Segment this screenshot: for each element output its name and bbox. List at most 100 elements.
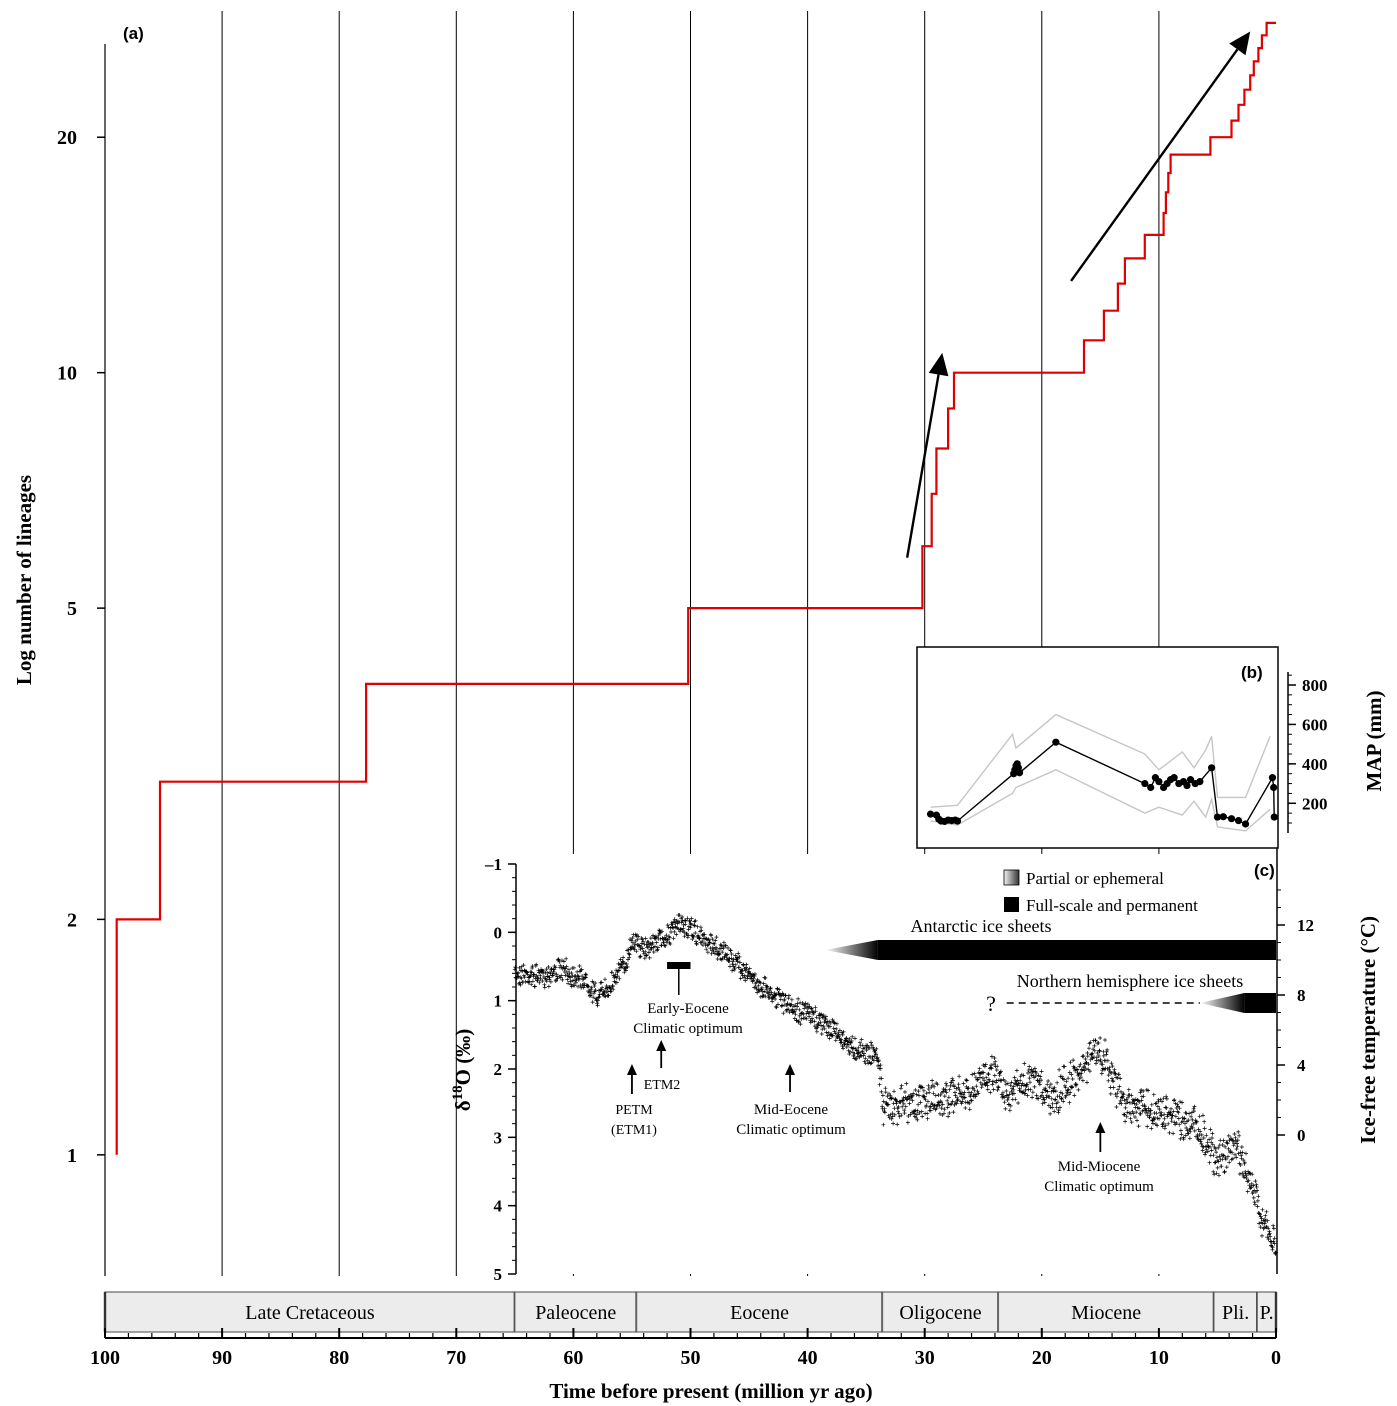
map-tick-label: 800 [1302, 676, 1328, 695]
x-tick-label: 70 [446, 1347, 466, 1369]
legend-partial-swatch [1003, 869, 1020, 886]
epoch-label: Miocene [1071, 1302, 1141, 1324]
x-tick-label: 0 [1271, 1347, 1281, 1369]
epoch-bar: Late Cretaceous Paleocene Eocene Oligocene M… [103, 1291, 1278, 1333]
time-axis-title: Time before present (million yr ago) [549, 1379, 872, 1403]
etm2-label: ETM2 [644, 1078, 681, 1093]
map-tick-label: 600 [1302, 715, 1328, 734]
temperature-tick-label: 12 [1297, 916, 1314, 935]
mid-eocene-arrow-head [785, 1064, 796, 1075]
lineages-axis: 1 2 5 10 20 [57, 44, 106, 1276]
early-eocene-optimum-label: Climatic optimum [633, 1021, 743, 1037]
map-point [1196, 778, 1204, 786]
nh-ice-label: Northern hemisphere ice sheets [1017, 971, 1243, 991]
d18o-axis-title-rest: O (‰) [451, 1029, 475, 1086]
x-tick-label: 60 [563, 1347, 583, 1369]
map-point [1141, 779, 1149, 788]
map-axis-title: MAP (mm) [1362, 691, 1386, 792]
d18o-tick-label: 4 [494, 1197, 503, 1216]
nh-ice-partial-wedge [1199, 993, 1245, 1013]
mid-miocene-arrow-head [1095, 1122, 1106, 1133]
map-point [1207, 764, 1216, 772]
vertical-grid [221, 11, 1160, 1276]
map-point [1219, 813, 1227, 821]
y-tick-label: 10 [57, 363, 77, 385]
legend-full-label: Full-scale and permanent [1026, 896, 1198, 915]
map-point [1015, 769, 1024, 777]
trend-arrow-shaft [1070, 48, 1239, 282]
mid-eocene-optimum-label: Mid-Eocene [754, 1102, 828, 1118]
time-axis: 100 90 80 70 60 50 40 30 20 10 0 [90, 1328, 1281, 1369]
y-tick-label: 20 [57, 127, 77, 149]
temperature-tick-label: 0 [1297, 1126, 1306, 1145]
panel-b-label: (b) [1241, 663, 1263, 682]
epoch-label: Late Cretaceous [245, 1302, 375, 1324]
d18o-tick-label: 5 [494, 1265, 503, 1284]
antarctic-full-bar [877, 940, 1276, 960]
temperature-tick-label: 8 [1297, 986, 1306, 1005]
legend-full-swatch [1004, 897, 1019, 912]
temperature-tick-label: 4 [1297, 1056, 1306, 1075]
map-tick-label: 200 [1302, 794, 1328, 813]
petm-label: PETM [615, 1103, 653, 1118]
etm2-arrow-head [656, 1040, 667, 1051]
antarctic-ice-label: Antarctic ice sheets [911, 916, 1052, 936]
epoch-label: Pli. [1222, 1302, 1249, 1324]
map-point [953, 817, 962, 825]
panel-c-label: (c) [1254, 861, 1275, 880]
panel-c-background [516, 854, 1278, 1274]
temperature-axis-title: Ice-free temperature (°C) [1356, 916, 1380, 1144]
trend-arrow-shaft [905, 374, 940, 558]
x-tick-label: 40 [798, 1347, 818, 1369]
d18o-tick-label: 0 [494, 923, 503, 942]
panel-a-label: (a) [123, 24, 144, 43]
map-point [1147, 783, 1155, 792]
d18o-tick-label: 1 [494, 992, 503, 1011]
petm-label: (ETM1) [611, 1123, 657, 1138]
epoch-label: Paleocene [535, 1302, 616, 1324]
map-point [1183, 781, 1191, 790]
nh-ice-full-bar [1244, 993, 1276, 1013]
mid-eocene-optimum-label: Climatic optimum [736, 1122, 846, 1138]
epoch-label: P. [1260, 1302, 1274, 1324]
lineages-axis-title: Log number of lineages [12, 475, 36, 685]
epoch-cell [514, 1291, 638, 1333]
x-tick-label: 100 [90, 1347, 120, 1369]
map-upper-bound [930, 713, 1271, 808]
map-point [1052, 738, 1060, 746]
legend-partial-label: Partial or ephemeral [1026, 869, 1164, 888]
d18o-tick-label: –1 [484, 855, 502, 874]
y-tick-label: 1 [67, 1145, 77, 1167]
epoch-cell [636, 1291, 884, 1333]
x-tick-label: 90 [212, 1347, 232, 1369]
y-tick-label: 5 [67, 598, 77, 620]
trend-arrow-head [928, 352, 949, 377]
x-tick-label: 50 [681, 1347, 701, 1369]
d18o-tick-label: 2 [494, 1060, 503, 1079]
y-tick-label: 2 [67, 909, 77, 931]
d18o-tick-label: 3 [494, 1128, 503, 1147]
d18o-axis-title-sup: 18 [450, 1085, 466, 1100]
map-point [1155, 778, 1163, 786]
map-point [1227, 815, 1236, 823]
map-point [1234, 817, 1243, 825]
nh-ice-question-mark: ? [986, 991, 996, 1016]
map-point [1270, 783, 1278, 792]
trend-arrows [905, 31, 1251, 558]
antarctic-partial-wedge [825, 940, 878, 960]
x-tick-label: 30 [915, 1347, 935, 1369]
early-eocene-optimum-bar [667, 962, 691, 969]
epoch-label: Oligocene [899, 1302, 981, 1324]
map-point [1170, 774, 1178, 782]
epoch-cell [881, 1291, 1000, 1333]
d18o-axis-title-delta: δ [451, 1100, 475, 1111]
trend-arrow-head [1229, 31, 1251, 56]
map-point [1268, 774, 1277, 782]
d18o-data-points [512, 913, 1278, 1256]
map-point [1241, 820, 1250, 828]
petm-arrow-head [626, 1064, 637, 1075]
lineage-through-time-line [115, 21, 1276, 1155]
x-tick-label: 10 [1149, 1347, 1169, 1369]
